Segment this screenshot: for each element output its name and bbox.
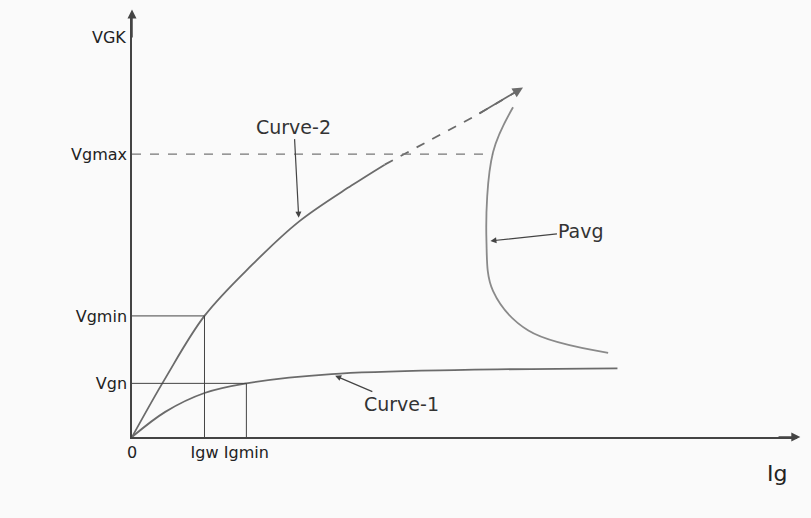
svg-text:Igw: Igw (191, 443, 219, 462)
svg-text:Pavg: Pavg (558, 220, 604, 242)
svg-text:Ig: Ig (767, 461, 787, 486)
svg-text:Vgmin: Vgmin (76, 307, 127, 326)
svg-text:VGK: VGK (92, 28, 126, 47)
svg-text:Curve-1: Curve-1 (364, 393, 439, 415)
svg-text:Vgn: Vgn (96, 374, 127, 393)
svg-text:0: 0 (127, 443, 137, 462)
svg-text:Igmin: Igmin (224, 443, 269, 462)
svg-text:Vgmax: Vgmax (71, 145, 127, 164)
svg-text:Curve-2: Curve-2 (256, 116, 331, 138)
